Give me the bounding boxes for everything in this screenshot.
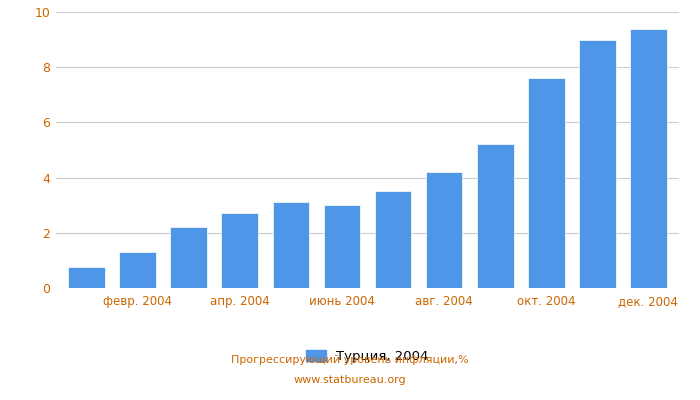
- Legend: Турция, 2004: Турция, 2004: [301, 344, 434, 368]
- Bar: [374, 191, 412, 288]
- Bar: [477, 144, 514, 288]
- Text: Прогрессирующий уровень инфляции,%: Прогрессирующий уровень инфляции,%: [231, 355, 469, 365]
- Bar: [119, 252, 156, 288]
- Bar: [323, 205, 360, 288]
- Bar: [272, 202, 309, 288]
- Bar: [221, 214, 258, 288]
- Bar: [630, 28, 666, 288]
- Bar: [426, 172, 463, 288]
- Bar: [579, 40, 616, 288]
- Text: www.statbureau.org: www.statbureau.org: [294, 375, 406, 385]
- Bar: [69, 267, 105, 288]
- Bar: [528, 78, 565, 288]
- Bar: [170, 227, 207, 288]
